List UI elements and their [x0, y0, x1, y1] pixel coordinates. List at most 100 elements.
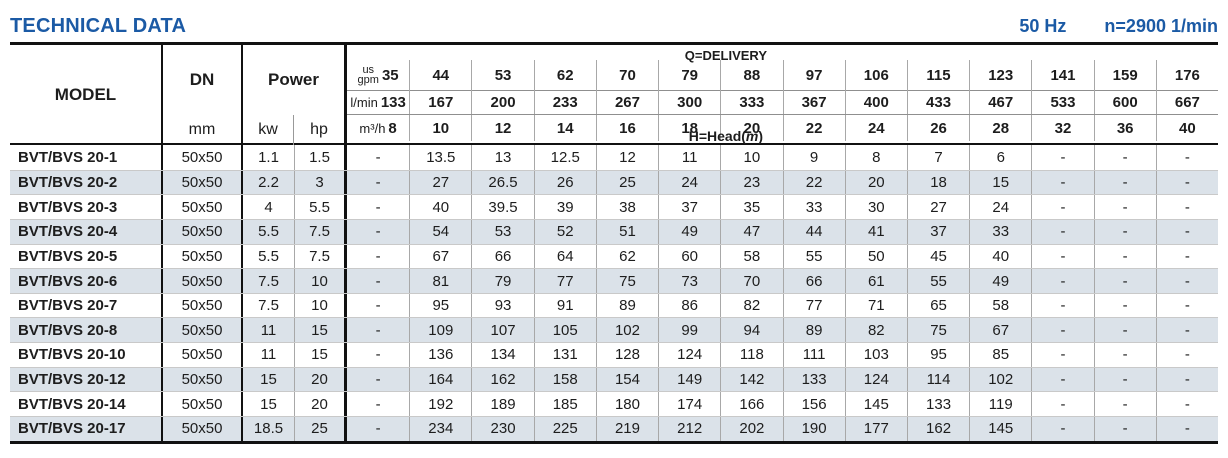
dn-cell: 50x50 — [163, 244, 243, 269]
head-value-cell: 39.5 — [471, 195, 533, 219]
delivery-header-cell: 267 — [595, 90, 658, 114]
head-value-cell: - — [1155, 170, 1218, 195]
h-head-unit: m — [745, 128, 759, 144]
delivery-header-cell: 467 — [969, 90, 1031, 114]
delivery-header-cell: 70 — [595, 60, 658, 90]
q-delivery-label: Q=DELIVERY — [684, 48, 767, 63]
head-value-cell: - — [1155, 195, 1218, 219]
delivery-header-cell: 115 — [906, 60, 969, 90]
head-value-cell: 23 — [720, 170, 782, 195]
delivery-header-cell: 300 — [658, 90, 720, 114]
head-value-cell: - — [1093, 367, 1156, 392]
delivery-header-cell: 667 — [1155, 90, 1218, 114]
head-value-cell: - — [1155, 367, 1218, 392]
h-head-suffix: ) — [758, 128, 764, 144]
delivery-header-cell: 167 — [409, 90, 471, 114]
head-value-cell: 95 — [409, 293, 471, 318]
delivery-header-cell: 233 — [533, 90, 596, 114]
delivery-value: 106 — [863, 66, 889, 84]
delivery-value: 10 — [432, 119, 450, 137]
head-value-cell: 24 — [969, 195, 1031, 219]
delivery-header: Q=DELIVERY us gpm 35 44 53 62 70 79 88 97 106 115 12… — [347, 45, 1218, 145]
hp-cell: 15 — [295, 343, 347, 367]
head-value-cell: 64 — [533, 244, 596, 269]
delivery-header-cell: 62 — [533, 60, 596, 90]
delivery-header-cell: 12 — [471, 115, 533, 141]
head-value-cell: 185 — [533, 392, 596, 417]
head-value-cell: - — [375, 395, 381, 413]
head-value-cell: 82 — [720, 293, 782, 318]
head-value-cell: - — [1031, 392, 1093, 417]
table-row: BVT/BVS 20-8 50x50 11 15 - 109 107 105 102 99 94 89… — [10, 317, 1218, 343]
head-value-cell: 149 — [658, 367, 720, 392]
head-value-cell: 12 — [595, 145, 658, 170]
head-value-cell: 18 — [906, 170, 969, 195]
head-value-cell: 47 — [720, 219, 782, 244]
head-value-cell: 12.5 — [533, 145, 596, 170]
head-value-cell: - — [375, 173, 381, 191]
hp-cell: 20 — [295, 367, 347, 392]
power-header-cell: Power kw hp — [243, 45, 347, 145]
delivery-value: 133 — [380, 93, 406, 111]
delivery-lmin-row: l/min 133 167 200 233 267 300 333 367 400 433 467 53… — [347, 90, 1218, 115]
delivery-value: 367 — [801, 93, 827, 111]
delivery-header-cell: 40 — [1155, 115, 1218, 141]
head-value-cell: 13 — [471, 145, 533, 170]
power-unit-kw-label: kw — [243, 115, 294, 145]
head-value-cell: 15 — [969, 170, 1031, 195]
kw-cell: 18.5 — [243, 417, 295, 441]
head-value-cell: 190 — [782, 417, 845, 441]
head-value-cell: 39 — [533, 195, 596, 219]
dn-cell: 50x50 — [163, 367, 243, 392]
head-value-cell: 133 — [906, 392, 969, 417]
head-value-cell: 27 — [409, 170, 471, 195]
delivery-value: 176 — [1174, 66, 1200, 84]
delivery-header-cell: 36 — [1093, 115, 1156, 141]
head-value-cell: - — [1093, 343, 1156, 367]
head-value-cell: 86 — [658, 293, 720, 318]
delivery-value: 467 — [988, 93, 1014, 111]
head-value-cell: 136 — [409, 343, 471, 367]
head-value-cell: - — [375, 297, 381, 315]
table-row: BVT/BVS 20-6 50x50 7.5 10 - 81 79 77 75 73 70 66 61 5… — [10, 268, 1218, 293]
model-cell: BVT/BVS 20-3 — [10, 195, 163, 219]
head-value-cell: - — [1031, 195, 1093, 219]
head-value-cell: 166 — [720, 392, 782, 417]
delivery-header-cell: 123 — [969, 60, 1031, 90]
head-value-cell: - — [1031, 318, 1093, 343]
head-value-cell: - — [1031, 367, 1093, 392]
hp-cell: 7.5 — [295, 219, 347, 244]
head-value-cell: 82 — [844, 318, 907, 343]
dn-cell: 50x50 — [163, 195, 243, 219]
head-value-cell: 58 — [969, 293, 1031, 318]
head-value-cell: - — [1031, 244, 1093, 269]
delivery-value: 533 — [1050, 93, 1076, 111]
head-value-cell: - — [1093, 145, 1156, 170]
table-body: BVT/BVS 20-1 50x50 1.1 1.5-13.5 13 12.5 12 11 10… — [10, 145, 1218, 441]
delivery-value: 300 — [677, 93, 703, 111]
delivery-header-cell: 14 — [533, 115, 596, 141]
delivery-header-cell: 159 — [1093, 60, 1156, 90]
head-value-cell: - — [1093, 318, 1156, 343]
head-value-cell: 20 — [844, 170, 907, 195]
head-value-cell: 49 — [658, 219, 720, 244]
delivery-value: 70 — [619, 66, 636, 84]
dn-cell: 50x50 — [163, 318, 243, 343]
delivery-header-cell: 32 — [1031, 115, 1093, 141]
dn-cell: 50x50 — [163, 293, 243, 318]
head-value-cell: 66 — [782, 269, 845, 293]
power-header-label: Power — [267, 70, 320, 89]
head-value-cell: 25 — [595, 170, 658, 195]
head-value-cell: 38 — [595, 195, 658, 219]
table-row: BVT/BVS 20-2 50x50 2.2 3 - 27 26.5 26 25 24 23 22 20… — [10, 169, 1218, 195]
head-value-cell: 26 — [533, 170, 596, 195]
head-value-cell: 11 — [658, 145, 720, 170]
head-value-cell: - — [1155, 343, 1218, 367]
delivery-header-cell: 600 — [1093, 90, 1156, 114]
delivery-header-cell: 200 — [471, 90, 533, 114]
head-value-cell: 41 — [844, 219, 907, 244]
dn-cell: 50x50 — [163, 392, 243, 417]
head-value-cell: - — [1155, 293, 1218, 318]
delivery-header-cell: 433 — [906, 90, 969, 114]
